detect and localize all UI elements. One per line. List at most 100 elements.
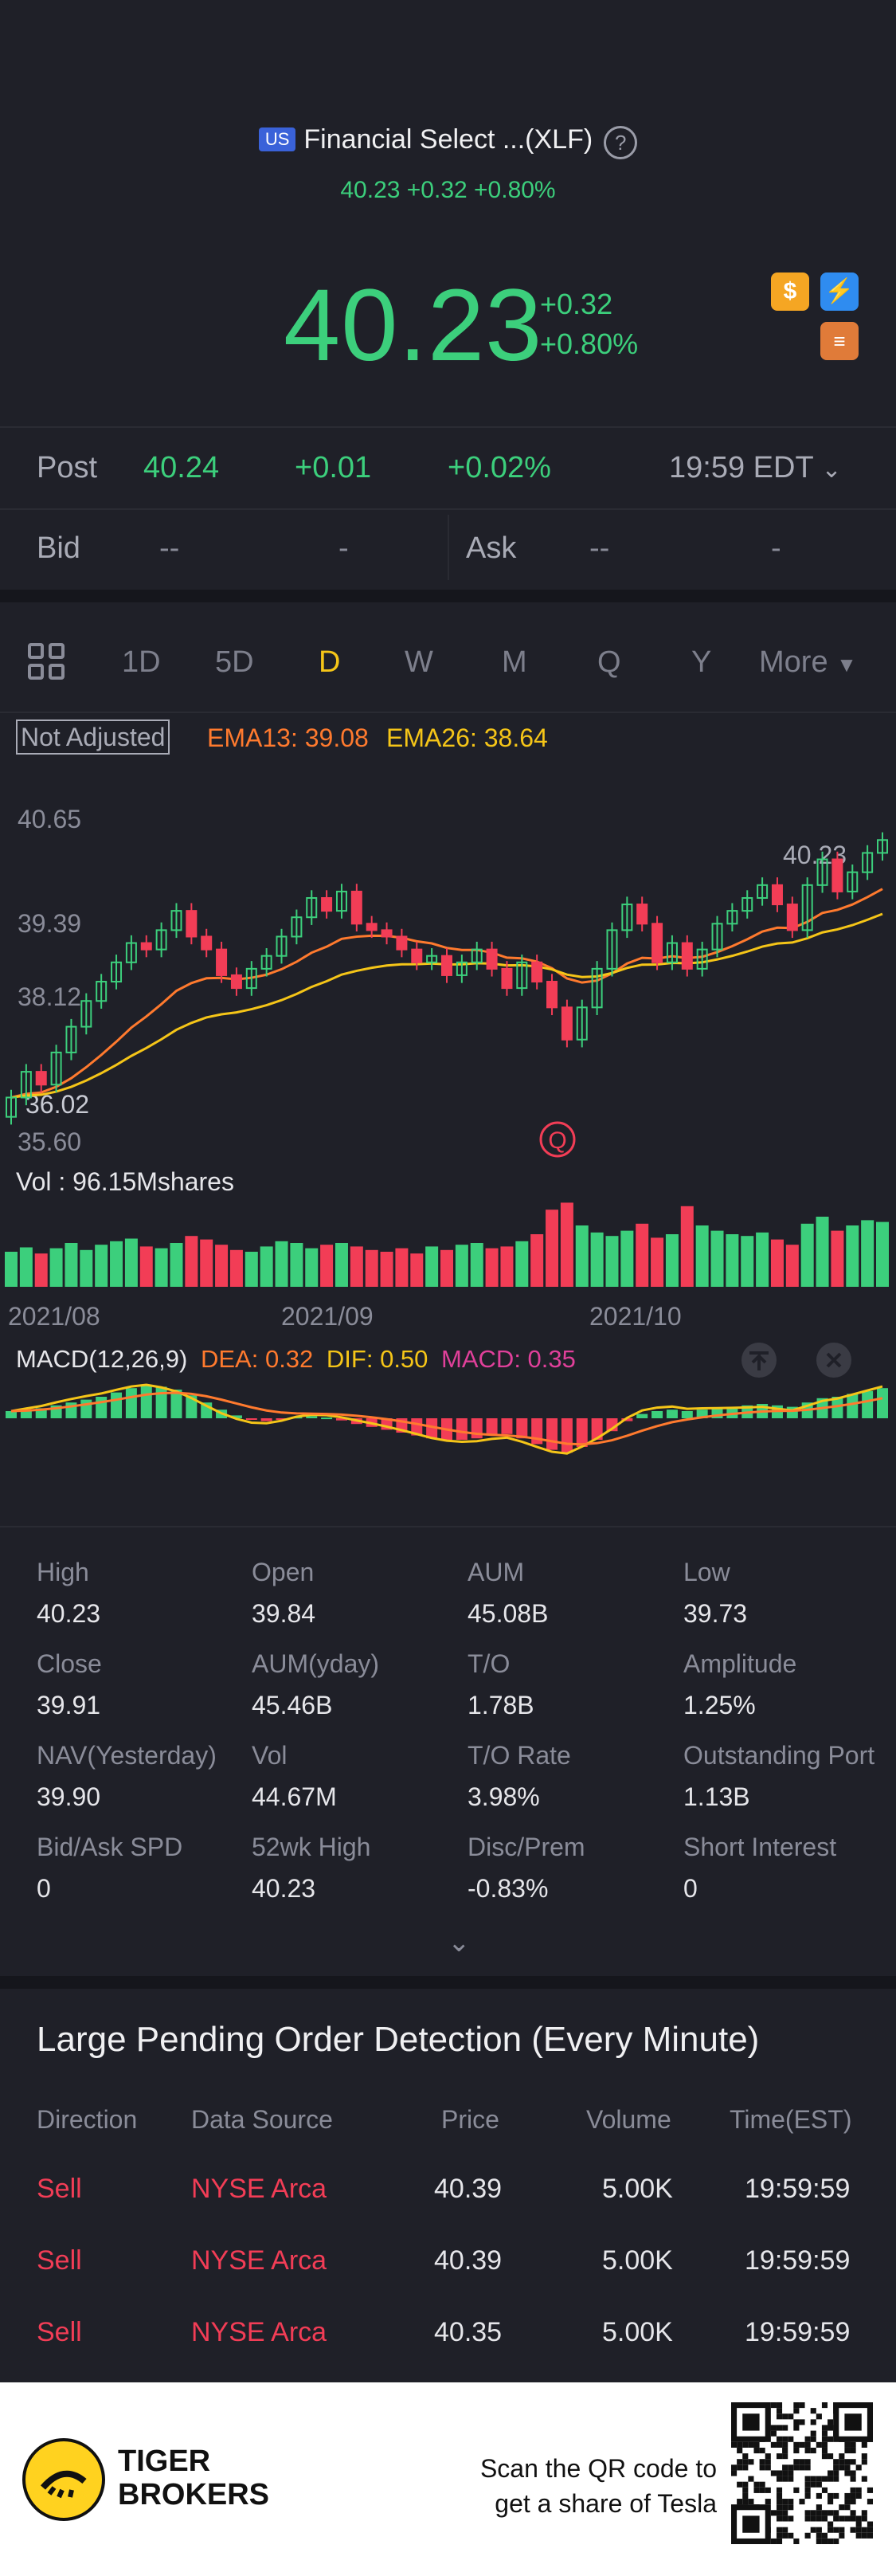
volume-bar bbox=[305, 1248, 319, 1287]
candle bbox=[531, 961, 543, 983]
candle bbox=[186, 910, 198, 938]
tab-5d[interactable]: 5D bbox=[215, 645, 254, 679]
more-periods-button[interactable]: More ▼ bbox=[759, 645, 857, 680]
tab-q[interactable]: Q bbox=[597, 645, 621, 679]
candle bbox=[757, 884, 769, 899]
macd-value: MACD: 0.35 bbox=[441, 1345, 576, 1373]
volume-bar bbox=[380, 1252, 393, 1287]
macd-bar bbox=[456, 1418, 468, 1440]
macd-bar bbox=[666, 1410, 678, 1418]
macd-bar bbox=[245, 1418, 257, 1420]
candle bbox=[877, 839, 888, 854]
price-chart[interactable]: 40.65 39.39 38.12 36.02 35.60 40.23 Q Vo… bbox=[0, 765, 896, 1482]
bid-label: Bid bbox=[37, 531, 80, 565]
divider bbox=[0, 426, 896, 428]
candle bbox=[50, 1051, 62, 1086]
candle bbox=[741, 896, 753, 912]
volume-bar bbox=[455, 1245, 468, 1287]
volume-bar bbox=[290, 1243, 303, 1287]
volume-bar bbox=[861, 1220, 874, 1287]
volume-bar bbox=[34, 1253, 48, 1287]
last-price: 40.23 bbox=[284, 269, 543, 382]
brand-line2: BROKERS bbox=[118, 2478, 270, 2511]
macd-bar bbox=[696, 1410, 708, 1418]
candle bbox=[561, 1006, 573, 1041]
tab-m[interactable]: M bbox=[502, 645, 527, 679]
candle bbox=[125, 942, 137, 963]
macd-bar bbox=[847, 1394, 859, 1418]
candle bbox=[576, 1006, 588, 1041]
candle bbox=[801, 884, 813, 931]
macd-bar bbox=[125, 1388, 137, 1418]
stat-label: Outstanding Port bbox=[683, 1741, 875, 1770]
post-time: 19:59 EDT bbox=[669, 451, 813, 484]
candle bbox=[411, 948, 423, 963]
close-circle-icon[interactable] bbox=[816, 1343, 851, 1378]
volume-bar bbox=[846, 1225, 859, 1287]
volume-bar bbox=[470, 1243, 483, 1287]
pin-top-icon[interactable] bbox=[741, 1343, 777, 1378]
y-tick: 39.39 bbox=[18, 909, 81, 938]
tab-y[interactable]: Y bbox=[691, 645, 712, 679]
stat-value: 1.13B bbox=[683, 1782, 750, 1811]
volume-bar bbox=[651, 1237, 664, 1287]
candle bbox=[546, 981, 558, 1009]
orders-header-volume: Volume bbox=[586, 2105, 671, 2134]
macd-bar bbox=[276, 1418, 288, 1420]
candle bbox=[96, 981, 108, 1002]
macd-bar bbox=[306, 1416, 318, 1418]
candle bbox=[786, 904, 798, 931]
q-marker-circle bbox=[539, 1121, 576, 1158]
stat-label: Disc/Prem bbox=[468, 1833, 585, 1861]
lightning-1-badge-icon[interactable]: ⚡ bbox=[820, 272, 859, 311]
candle bbox=[771, 884, 783, 906]
volume-bar bbox=[155, 1248, 168, 1287]
cta-line2: get a share of Tesla bbox=[495, 2489, 717, 2518]
tab-w[interactable]: W bbox=[405, 645, 433, 679]
volume-bar bbox=[575, 1225, 589, 1287]
candle bbox=[606, 929, 618, 970]
volume-bar bbox=[185, 1236, 198, 1287]
stat-value: 0 bbox=[683, 1874, 698, 1903]
order-direction: Sell bbox=[37, 2174, 82, 2204]
volume-bar bbox=[260, 1246, 273, 1287]
candle bbox=[65, 1025, 77, 1053]
adjust-toggle[interactable]: Not Adjusted bbox=[16, 719, 170, 755]
tab-1d[interactable]: 1D bbox=[122, 645, 161, 679]
macd-bar bbox=[486, 1418, 498, 1436]
help-icon[interactable]: ? bbox=[604, 126, 638, 159]
orders-header-direction: Direction bbox=[37, 2105, 138, 2134]
macd-bar bbox=[321, 1417, 333, 1420]
layout-grid-icon[interactable] bbox=[27, 642, 65, 684]
order-time: 19:59:59 bbox=[745, 2317, 851, 2347]
dollar-badge-icon[interactable]: $ bbox=[771, 272, 809, 311]
macd-bar bbox=[186, 1395, 198, 1418]
stack-a-badge-icon[interactable]: ≡ bbox=[820, 322, 859, 360]
volume-bar bbox=[680, 1206, 694, 1287]
macd-bar bbox=[6, 1411, 17, 1418]
macd-bar bbox=[591, 1418, 603, 1440]
qr-code-icon bbox=[731, 2402, 873, 2544]
post-label: Post bbox=[37, 451, 98, 484]
ema13-value: EMA13: 39.08 bbox=[207, 723, 369, 752]
volume-bar bbox=[425, 1246, 439, 1287]
tab-d[interactable]: D bbox=[319, 645, 341, 679]
candle bbox=[140, 942, 152, 951]
macd-bar bbox=[651, 1411, 663, 1418]
candle bbox=[335, 890, 347, 912]
orders-title: Large Pending Order Detection (Every Min… bbox=[37, 2020, 760, 2059]
order-volume: 5.00K bbox=[602, 2174, 673, 2204]
expand-chevron-icon[interactable]: ⌄ bbox=[448, 1927, 471, 1958]
footer-banner: TIGER BROKERS Scan the QR code to get a … bbox=[0, 2382, 896, 2576]
candle bbox=[486, 948, 498, 970]
order-source: NYSE Arca bbox=[191, 2317, 327, 2347]
price-change: +0.32 +0.80% bbox=[540, 284, 638, 364]
candle bbox=[696, 948, 708, 970]
volume-bar bbox=[139, 1246, 153, 1287]
macd-bar bbox=[140, 1385, 152, 1418]
post-time-selector[interactable]: 19:59 EDT ⌄ bbox=[669, 451, 842, 485]
volume-bar bbox=[49, 1248, 63, 1287]
volume-bar bbox=[19, 1247, 33, 1287]
volume-bar bbox=[395, 1248, 409, 1287]
candle bbox=[847, 871, 859, 892]
